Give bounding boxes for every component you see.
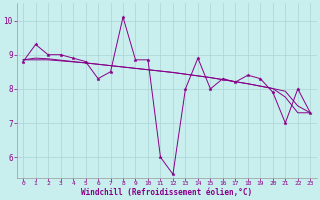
X-axis label: Windchill (Refroidissement éolien,°C): Windchill (Refroidissement éolien,°C) — [81, 188, 252, 197]
